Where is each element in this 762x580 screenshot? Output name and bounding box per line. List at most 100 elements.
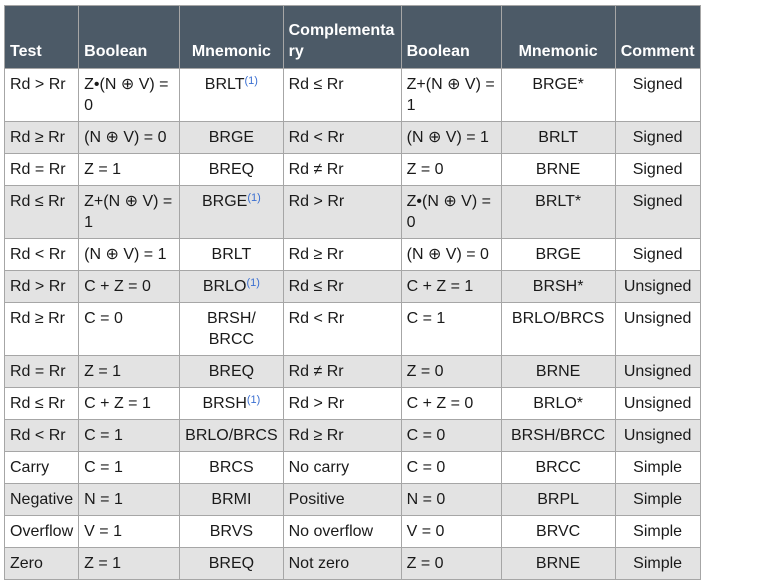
cell-mnemonic-text: BRMI — [211, 491, 252, 508]
cell-mnemonic-2: BRPL — [500, 483, 616, 516]
cell-boolean-text: Z+(N ⊕ V) = 1 — [84, 193, 173, 231]
cell-boolean-2-text: C = 0 — [406, 459, 446, 476]
table-row: Rd = Rr Z = 1 BREQ Rd ≠ Rr Z = 0 BRNE Unsigned — [3, 355, 701, 388]
cell-mnemonic: BRMI — [179, 483, 284, 516]
cell-boolean: (N ⊕ V) = 1 — [78, 238, 181, 271]
cell-boolean-2: C = 0 — [400, 451, 502, 484]
cell-comment: Simple — [614, 515, 701, 548]
cell-mnemonic-text: BREQ — [208, 555, 255, 572]
cell-mnemonic-2-text: BRLO* — [533, 395, 584, 412]
cell-complementary: Rd < Rr — [282, 121, 402, 154]
cell-test-text: Rd > Rr — [10, 76, 66, 93]
table-header-row: Test Boolean Mnemonic Complementary Bool… — [3, 5, 701, 69]
cell-comment: Unsigned — [614, 270, 701, 303]
table-body: Rd > Rr Z•(N ⊕ V) = 0 BRLT(1) Rd ≤ Rr Z+(N ⊕… — [3, 68, 701, 580]
cell-mnemonic: BRGE(1) — [179, 185, 284, 239]
cell-boolean-text: N = 1 — [84, 491, 123, 508]
cell-boolean: C + Z = 1 — [78, 387, 181, 420]
cell-boolean-2: Z = 0 — [400, 153, 502, 186]
cell-mnemonic-2: BRLT — [500, 121, 616, 154]
cell-complementary-text: Rd < Rr — [288, 129, 345, 146]
cell-complementary: Rd ≠ Rr — [282, 153, 402, 186]
cell-boolean-2: N = 0 — [400, 483, 502, 516]
cell-test-text: Carry — [10, 459, 50, 476]
cell-test: Rd < Rr — [3, 419, 80, 452]
cell-comment: Simple — [614, 451, 701, 484]
cell-comment: Unsigned — [614, 419, 701, 452]
cell-boolean: Z+(N ⊕ V) = 1 — [78, 185, 181, 239]
header-comment: Comment — [614, 5, 701, 69]
cell-mnemonic-2: BRVC — [500, 515, 616, 548]
header-test: Test — [3, 5, 80, 69]
cell-boolean: Z = 1 — [78, 153, 181, 186]
cell-boolean-text: (N ⊕ V) = 0 — [84, 129, 167, 146]
cell-boolean-text: Z = 1 — [84, 161, 122, 178]
cell-boolean-text: Z = 1 — [84, 363, 122, 380]
cell-comment-text: Unsigned — [623, 310, 692, 327]
cell-comment: Unsigned — [614, 387, 701, 420]
cell-complementary-text: Rd ≥ Rr — [288, 246, 344, 263]
cell-boolean-text: C = 1 — [84, 459, 123, 476]
cell-mnemonic-2-text: BRLT — [538, 129, 578, 146]
cell-mnemonic-text: BRLT — [211, 246, 252, 263]
cell-mnemonic-2: BRSH/BRCC — [500, 419, 616, 452]
cell-mnemonic: BRLT — [179, 238, 284, 271]
cell-mnemonic-2-text: BRGE — [535, 246, 581, 263]
cell-mnemonic-text: BREQ — [208, 161, 255, 178]
cell-mnemonic-text: BRSH — [202, 395, 247, 412]
cell-mnemonic: BRGE — [179, 121, 284, 154]
header-mnemonic: Mnemonic — [179, 5, 284, 69]
cell-mnemonic-text: BRLT — [204, 76, 245, 93]
header-mnemonic-2: Mnemonic — [500, 5, 616, 69]
cell-test-text: Rd ≤ Rr — [10, 193, 66, 210]
cell-comment-text: Signed — [632, 246, 683, 263]
table-row: Rd > Rr Z•(N ⊕ V) = 0 BRLT(1) Rd ≤ Rr Z+(N ⊕… — [3, 68, 701, 122]
cell-mnemonic-2: BRGE* — [500, 68, 616, 122]
cell-mnemonic-text: BREQ — [208, 363, 255, 380]
cell-test-text: Rd ≤ Rr — [10, 395, 66, 412]
cell-mnemonic-2-text: BRNE — [535, 161, 581, 178]
cell-boolean-2-text: (N ⊕ V) = 0 — [406, 246, 489, 263]
cell-test: Rd > Rr — [3, 270, 80, 303]
cell-comment-text: Simple — [633, 491, 683, 508]
cell-complementary-text: No carry — [288, 459, 350, 476]
cell-boolean-text: (N ⊕ V) = 1 — [84, 246, 167, 263]
cell-mnemonic: BREQ — [179, 355, 284, 388]
cell-mnemonic-2-text: BRVC — [536, 523, 581, 540]
cell-test: Rd ≥ Rr — [3, 302, 80, 356]
footnote-marker: (1) — [246, 277, 260, 289]
cell-boolean-2-text: C = 1 — [406, 310, 446, 327]
cell-comment-text: Simple — [633, 523, 683, 540]
cell-comment: Signed — [614, 121, 701, 154]
cell-mnemonic-2: BRLO/BRCS — [500, 302, 616, 356]
footnote-marker: (1) — [244, 75, 258, 87]
cell-complementary: Rd ≤ Rr — [282, 270, 402, 303]
cell-comment: Signed — [614, 238, 701, 271]
cell-test-text: Rd = Rr — [10, 161, 66, 178]
cell-complementary: Rd ≥ Rr — [282, 419, 402, 452]
table-row: Rd < Rr (N ⊕ V) = 1 BRLT Rd ≥ Rr (N ⊕ V) = 0… — [3, 238, 701, 271]
cell-test: Carry — [3, 451, 80, 484]
table-row: Rd < Rr C = 1 BRLO/BRCS Rd ≥ Rr C = 0 BRSH/BR… — [3, 419, 701, 452]
cell-mnemonic-2: BRLT* — [500, 185, 616, 239]
cell-boolean-2: C = 1 — [400, 302, 502, 356]
cell-complementary: Positive — [282, 483, 402, 516]
cell-mnemonic-text: BRLO/BRCS — [185, 427, 278, 444]
cell-mnemonic: BRVS — [179, 515, 284, 548]
cell-mnemonic-2: BRNE — [500, 153, 616, 186]
cell-test-text: Rd ≥ Rr — [10, 310, 66, 327]
cell-test-text: Rd = Rr — [10, 363, 66, 380]
cell-mnemonic-2-text: BRGE* — [532, 76, 584, 93]
table-row: Zero Z = 1 BREQ Not zero Z = 0 BRNE Simple — [3, 547, 701, 580]
cell-boolean-text: C = 0 — [84, 310, 123, 327]
cell-test: Rd < Rr — [3, 238, 80, 271]
cell-boolean-2: (N ⊕ V) = 1 — [400, 121, 502, 154]
cell-comment: Signed — [614, 185, 701, 239]
cell-comment-text: Signed — [632, 193, 683, 210]
cell-comment: Simple — [614, 483, 701, 516]
cell-complementary: Rd ≥ Rr — [282, 238, 402, 271]
cell-boolean-2: (N ⊕ V) = 0 — [400, 238, 502, 271]
cell-boolean: Z = 1 — [78, 355, 181, 388]
cell-complementary: Rd ≠ Rr — [282, 355, 402, 388]
table-row: Overflow V = 1 BRVS No overflow V = 0 BRVC Sim… — [3, 515, 701, 548]
